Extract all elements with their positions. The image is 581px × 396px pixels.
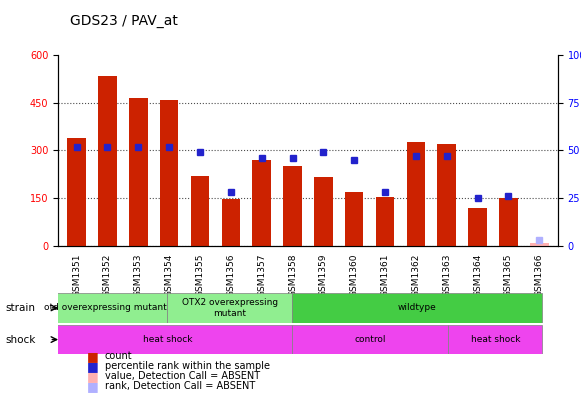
Text: heat shock: heat shock: [143, 335, 192, 344]
Text: control: control: [354, 335, 386, 344]
Bar: [160, 100, 178, 246]
FancyBboxPatch shape: [449, 325, 542, 354]
Text: GDS23 / PAV_at: GDS23 / PAV_at: [70, 14, 178, 28]
Text: rank, Detection Call = ABSENT: rank, Detection Call = ABSENT: [105, 381, 255, 391]
Bar: [345, 192, 364, 246]
Text: OTX2 overexpressing
mutant: OTX2 overexpressing mutant: [182, 298, 278, 318]
FancyBboxPatch shape: [167, 293, 292, 323]
FancyBboxPatch shape: [42, 293, 167, 323]
Bar: [221, 199, 240, 246]
Text: wildtype: wildtype: [398, 303, 436, 312]
Text: ■: ■: [87, 370, 99, 383]
FancyBboxPatch shape: [292, 325, 449, 354]
Bar: [530, 243, 548, 246]
FancyBboxPatch shape: [292, 293, 542, 323]
Text: otd overexpressing mutant: otd overexpressing mutant: [44, 303, 166, 312]
Text: percentile rank within the sample: percentile rank within the sample: [105, 361, 270, 371]
Bar: [191, 176, 209, 246]
Text: strain: strain: [6, 303, 36, 313]
Text: shock: shock: [6, 335, 36, 345]
Bar: [314, 177, 332, 246]
Bar: [67, 138, 86, 246]
Text: heat shock: heat shock: [471, 335, 520, 344]
Bar: [468, 208, 487, 246]
Text: value, Detection Call = ABSENT: value, Detection Call = ABSENT: [105, 371, 260, 381]
Text: ■: ■: [87, 360, 99, 373]
Bar: [407, 142, 425, 246]
Bar: [284, 166, 302, 246]
Text: ■: ■: [87, 380, 99, 392]
Bar: [376, 197, 394, 246]
FancyBboxPatch shape: [42, 325, 292, 354]
Bar: [499, 198, 518, 246]
Text: ■: ■: [87, 350, 99, 363]
Text: count: count: [105, 351, 132, 362]
Bar: [252, 160, 271, 246]
Bar: [98, 76, 117, 246]
Bar: [129, 98, 148, 246]
Bar: [437, 143, 456, 246]
